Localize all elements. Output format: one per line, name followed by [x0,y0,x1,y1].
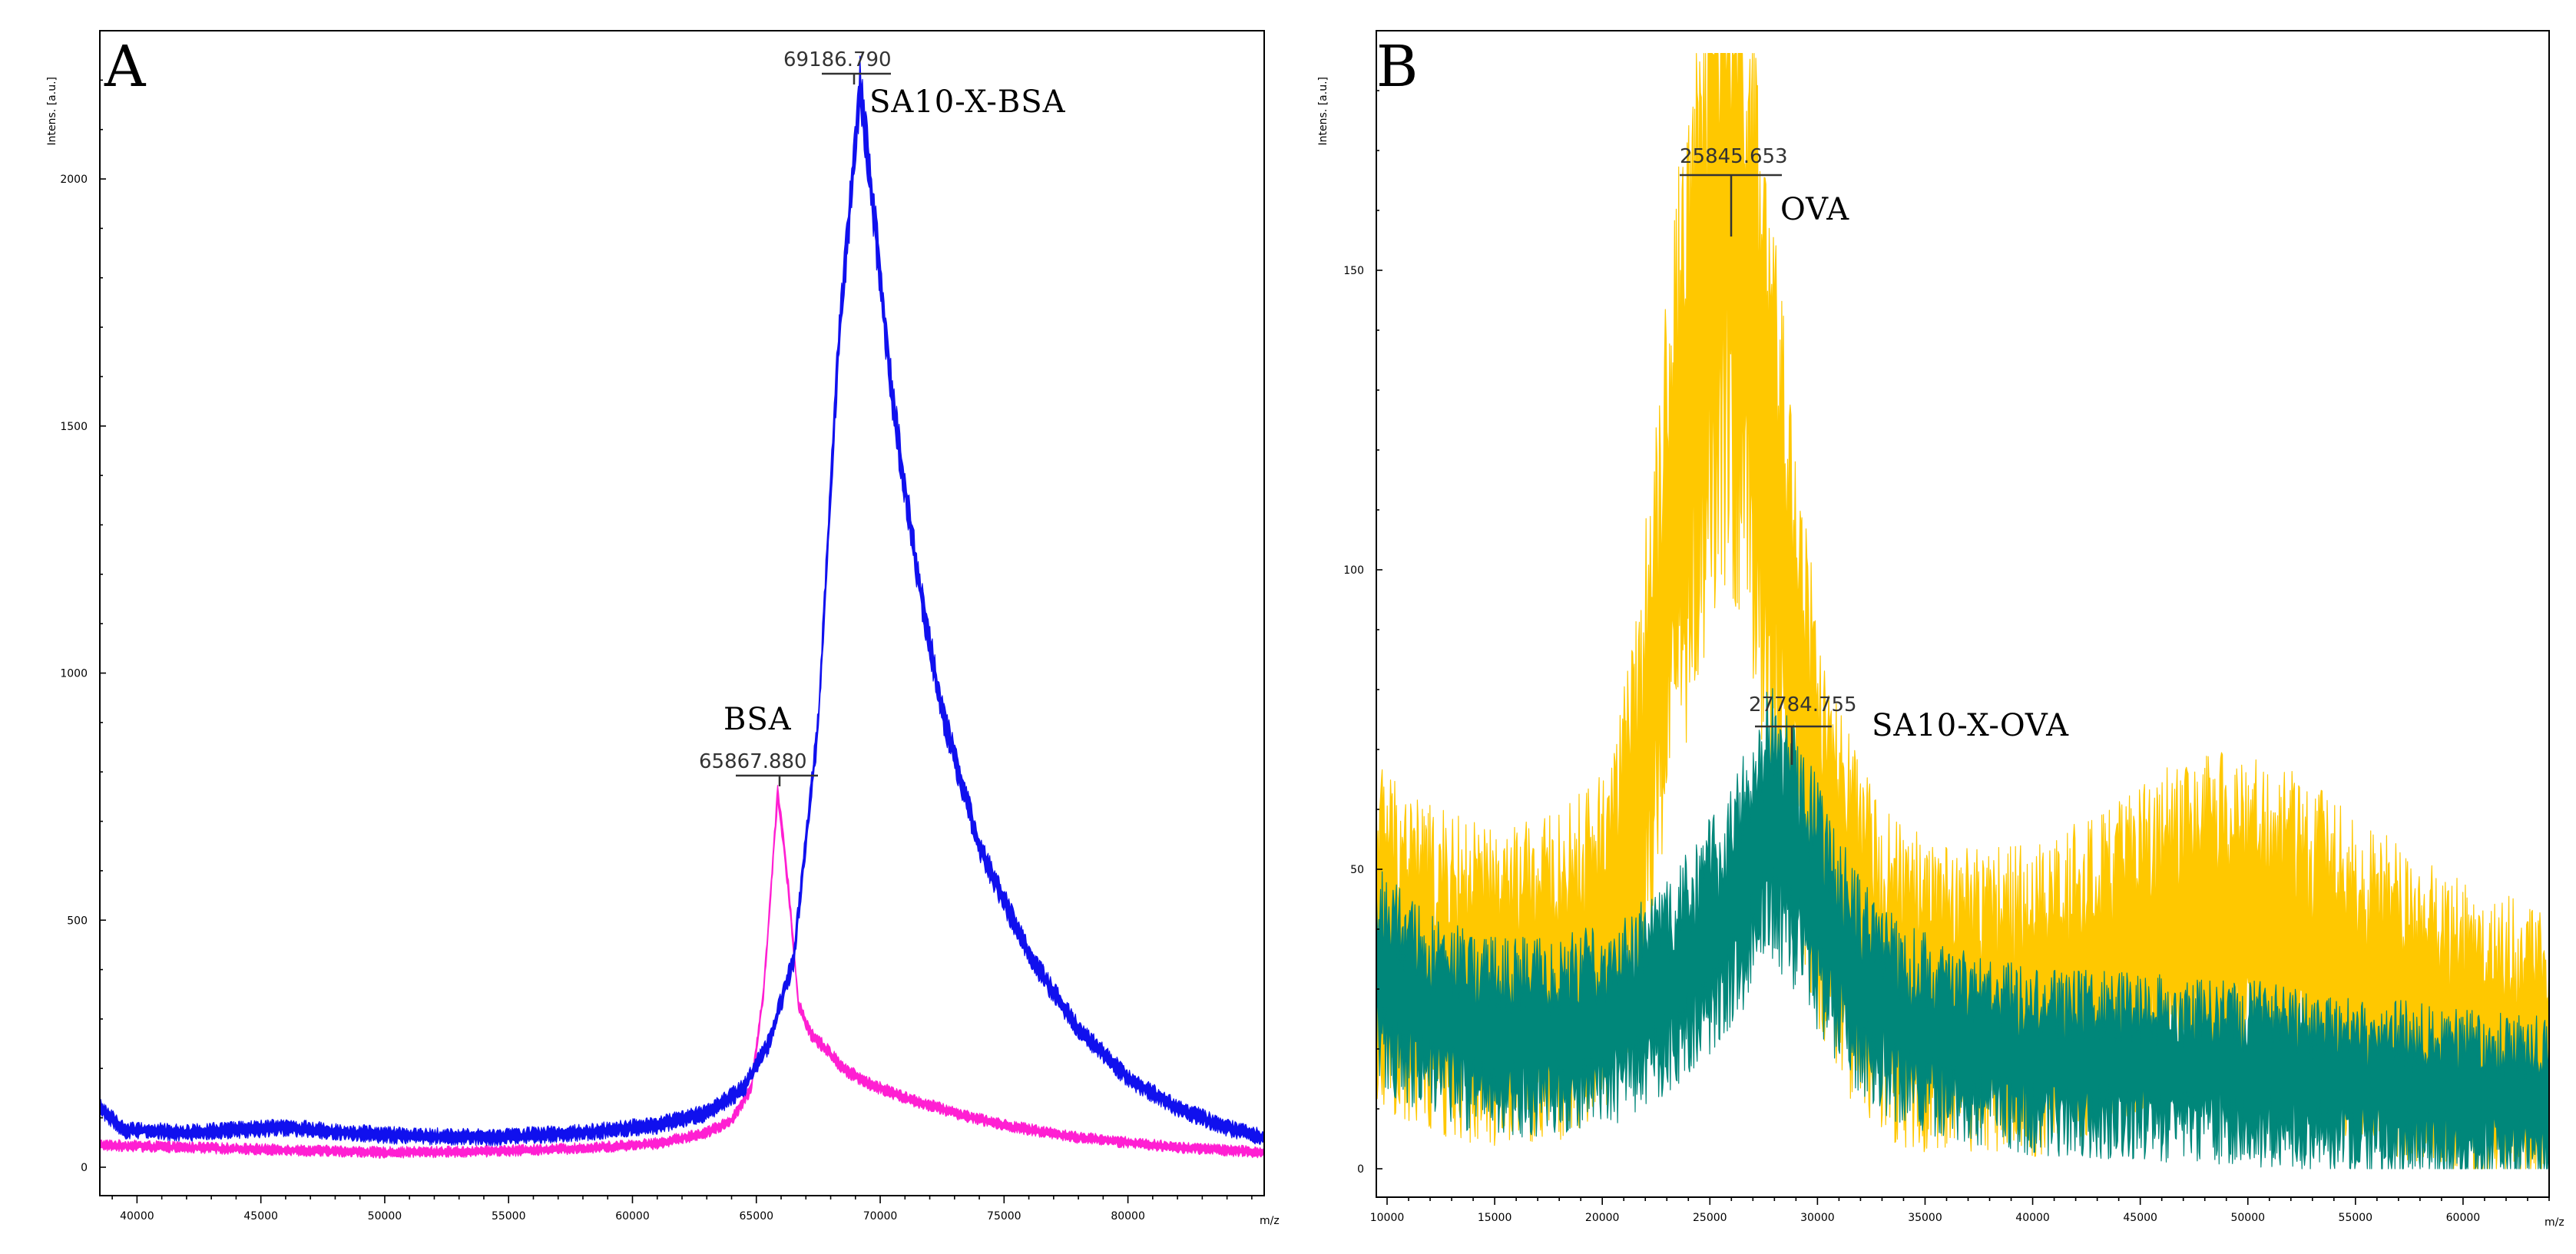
x-tick-label: 20000 [1585,1212,1620,1224]
panel-b-plot-frame [1376,30,2550,1198]
panel-b-peak-marker-sa10-x-ova: 27784.755 [1749,693,1857,765]
panel-b-x-axis-label: m/z [2545,1216,2564,1229]
y-tick-label: 0 [81,1162,88,1174]
y-tick-label: 50 [1350,864,1364,876]
panel-a-axis-ticks: 40000 45000 50000 55000 60000 65000 70000 75000… [60,30,1253,1223]
panel-b-series-group [1376,53,2550,1170]
x-tick-label: 60000 [2446,1212,2481,1224]
y-tick-label: 0 [1357,1163,1364,1176]
x-tick-label: 45000 [243,1210,278,1223]
panel-a-y-axis-label: Intens. [a.u.] [46,77,58,145]
panel-a-annotation-sa10-x-bsa: SA10-X-BSA [869,84,1066,120]
x-tick-label: 35000 [1908,1212,1942,1224]
panel-a-series-bsa [99,785,1265,1159]
panel-a-x-axis-label: m/z [1260,1215,1280,1227]
x-tick-label: 70000 [863,1210,898,1223]
x-tick-label: 50000 [2230,1212,2265,1224]
x-tick-label: 65000 [739,1210,773,1223]
x-tick-label: 75000 [987,1210,1021,1223]
x-tick-label: 10000 [1370,1212,1405,1224]
x-tick-label: 30000 [1800,1212,1835,1224]
panel-b-y-axis-label: Intens. [a.u.] [1317,77,1329,145]
panel-a-annotation-bsa: BSA [723,702,792,737]
x-tick-label: 50000 [368,1210,402,1223]
y-tick-label: 2000 [60,174,88,186]
x-tick-label: 25000 [1693,1212,1727,1224]
panel-a-peak-marker-sa10-x-bsa: 69186.790 [783,48,892,84]
panel-a-peak-value-sa10-x-bsa: 69186.790 [783,48,892,71]
x-tick-label: 40000 [120,1210,154,1223]
x-tick-label: 55000 [2339,1212,2373,1224]
panel-a-series-sa10-x-bsa [99,55,1265,1146]
panel-b-axis-ticks: 10000 15000 20000 25000 30000 35000 40000 45000… [1343,30,2550,1224]
panel-a-plot-frame [99,30,1265,1196]
y-tick-label: 150 [1343,265,1364,277]
panel-a-peak-marker-bsa: 65867.880 [699,750,818,786]
panel-b-annotation-ova: OVA [1780,192,1849,227]
x-tick-label: 45000 [2123,1212,2157,1224]
x-tick-label: 15000 [1478,1212,1512,1224]
y-tick-label: 500 [67,915,88,927]
panel-a-series-group [99,55,1265,1159]
x-tick-label: 40000 [2015,1212,2050,1224]
y-tick-label: 1500 [60,421,88,433]
y-tick-label: 1000 [60,668,88,680]
x-tick-label: 55000 [492,1210,526,1223]
panel-b-peak-marker-ova: 25845.653 [1680,145,1788,237]
panel-a-peak-value-bsa: 65867.880 [699,750,807,773]
panel-a-label: A [104,34,147,100]
panel-b-peak-value-ova: 25845.653 [1680,145,1788,168]
y-tick-label: 100 [1343,564,1364,577]
x-tick-label: 60000 [615,1210,650,1223]
panel-b-label: B [1376,34,1418,100]
x-tick-label: 80000 [1111,1210,1145,1223]
panel-a-chart: A Intens. [a.u.] m/z 40000 45000 50000 5500… [46,30,1280,1227]
panel-b-annotation-sa10-x-ova: SA10-X-OVA [1872,708,2069,743]
panel-b-peak-value-sa10-x-ova: 27784.755 [1749,693,1857,716]
panel-b-chart: B Intens. [a.u.] m/z 10000 15000 20000 2500… [1317,30,2564,1229]
